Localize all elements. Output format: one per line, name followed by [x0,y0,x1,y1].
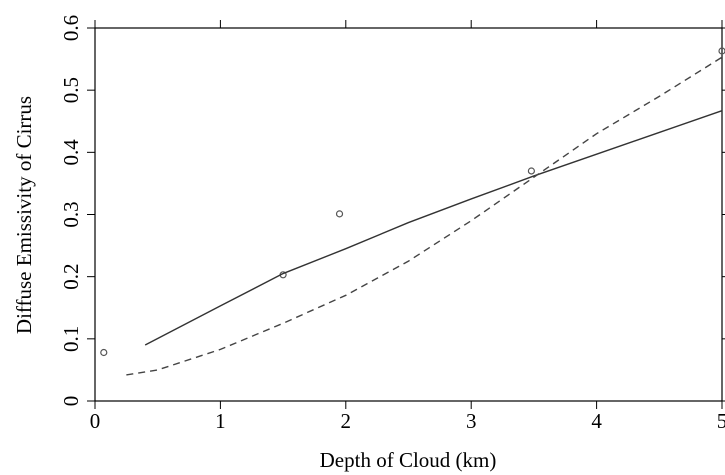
data-point [335,210,344,218]
x-tick-label: 2 [341,409,352,433]
x-tick-label: 5 [717,409,725,433]
y-tick-label: 0.1 [59,326,83,352]
x-tick-label: 1 [215,409,226,433]
x-tick-label: 4 [591,409,602,433]
data-point [100,348,108,357]
y-tick-label: 0.2 [59,264,83,290]
y-tick-label: 0.5 [59,77,83,103]
y-tick-label: 0.4 [59,139,83,166]
data-point [527,167,535,175]
y-tick-label: 0 [59,396,83,407]
data-point [718,47,725,55]
y-tick-label: 0.3 [59,201,83,227]
curve [126,56,723,376]
plot-frame [94,27,723,402]
x-axis-title: Depth of Cloud (km) [320,448,497,472]
y-tick-label: 0.6 [59,15,83,41]
curve [144,110,723,346]
y-axis-title: Diffuse Emissivity of Cirrus [12,96,36,334]
x-tick-label: 3 [466,409,477,433]
x-tick-label: 0 [90,409,101,433]
